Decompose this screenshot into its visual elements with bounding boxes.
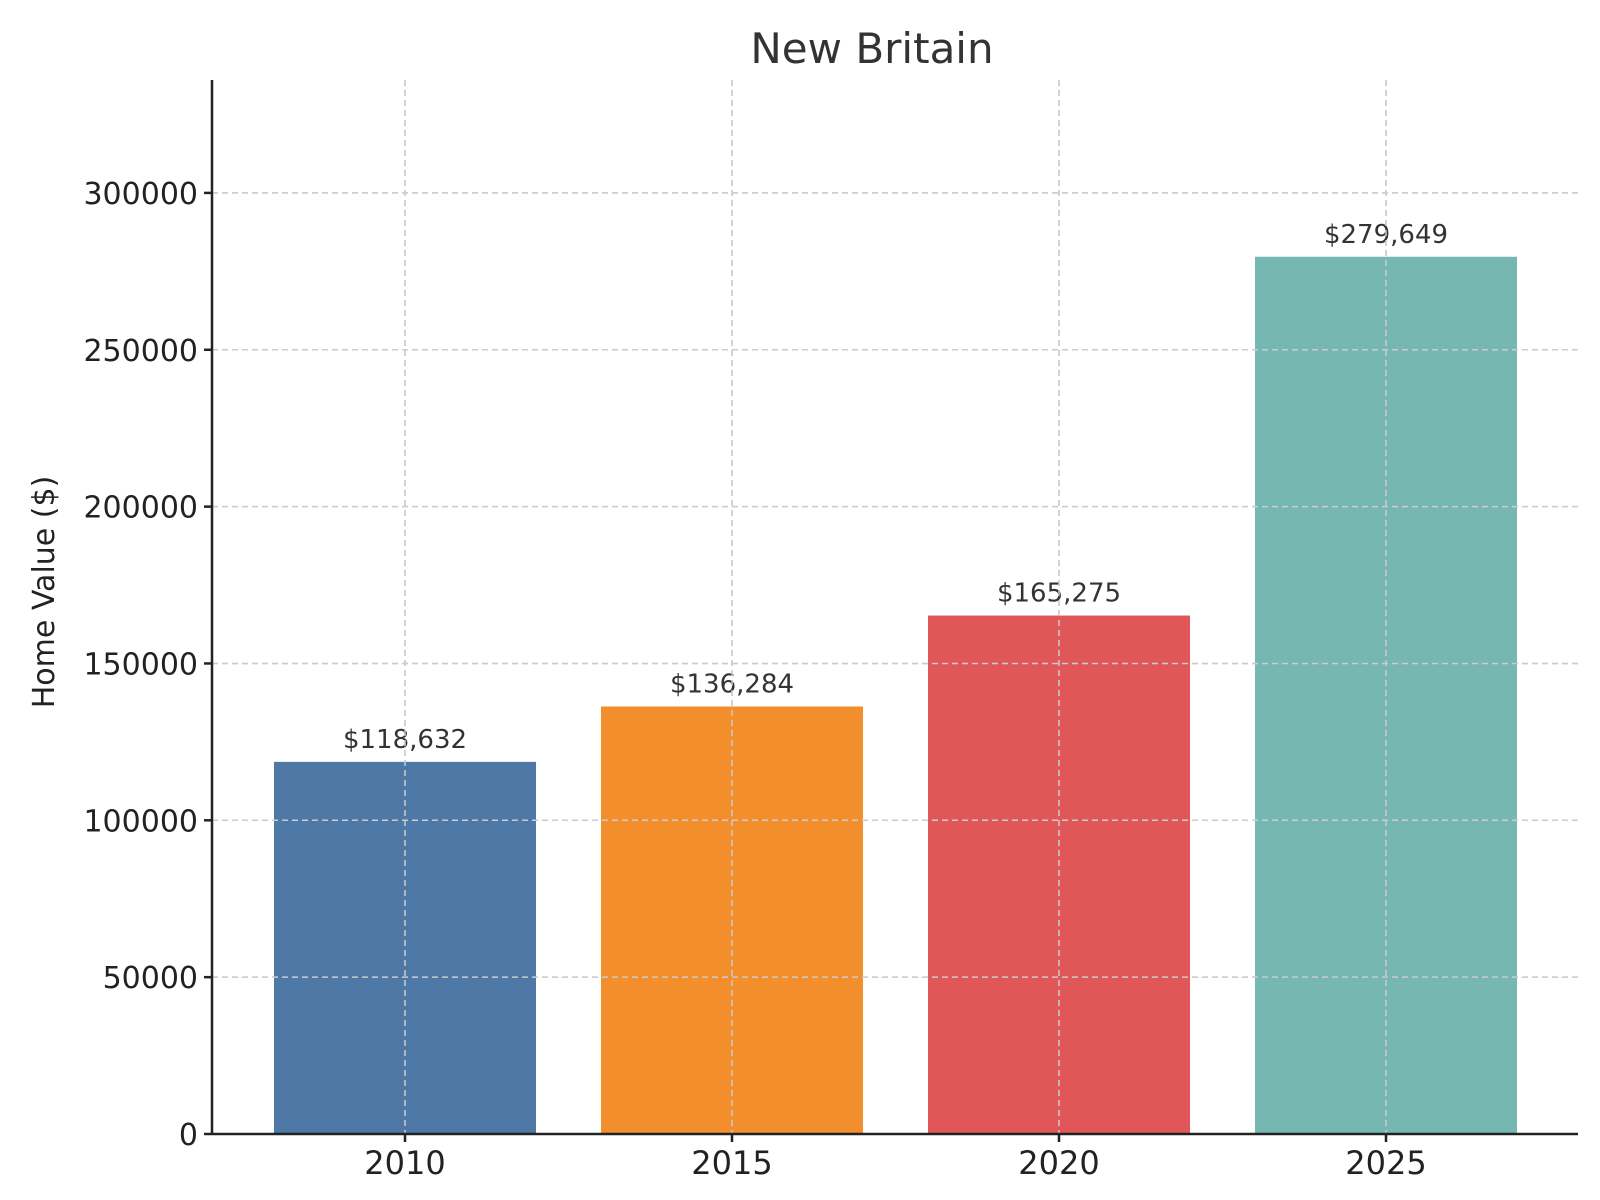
x-tick-label: 2015 bbox=[691, 1144, 772, 1182]
axis-layer: 0 50000 100000 150000 200000 250000 300000 2010… bbox=[83, 80, 1578, 1182]
y-tick-label: 250000 bbox=[83, 334, 198, 369]
bar-2010 bbox=[274, 761, 536, 1134]
y-tick-label: 0 bbox=[179, 1118, 198, 1153]
y-tick-label: 150000 bbox=[83, 647, 198, 682]
data-label-layer: $118,632$136,284$165,275$279,649 bbox=[212, 80, 1578, 1134]
chart-title: New Britain bbox=[750, 24, 993, 73]
x-tick-label: 2010 bbox=[364, 1144, 445, 1182]
x-tick-label: 2020 bbox=[1018, 1144, 1099, 1182]
y-tick-label: 200000 bbox=[83, 491, 198, 526]
y-tick-label: 50000 bbox=[103, 961, 198, 996]
y-tick-label: 100000 bbox=[83, 804, 198, 839]
y-axis-label: Home Value ($) bbox=[27, 476, 62, 709]
bar-layer bbox=[274, 256, 1517, 1135]
x-tick-label: 2025 bbox=[1345, 1144, 1426, 1182]
data-label-2010: $118,632 bbox=[343, 725, 467, 755]
y-tick-label: 300000 bbox=[83, 177, 198, 212]
